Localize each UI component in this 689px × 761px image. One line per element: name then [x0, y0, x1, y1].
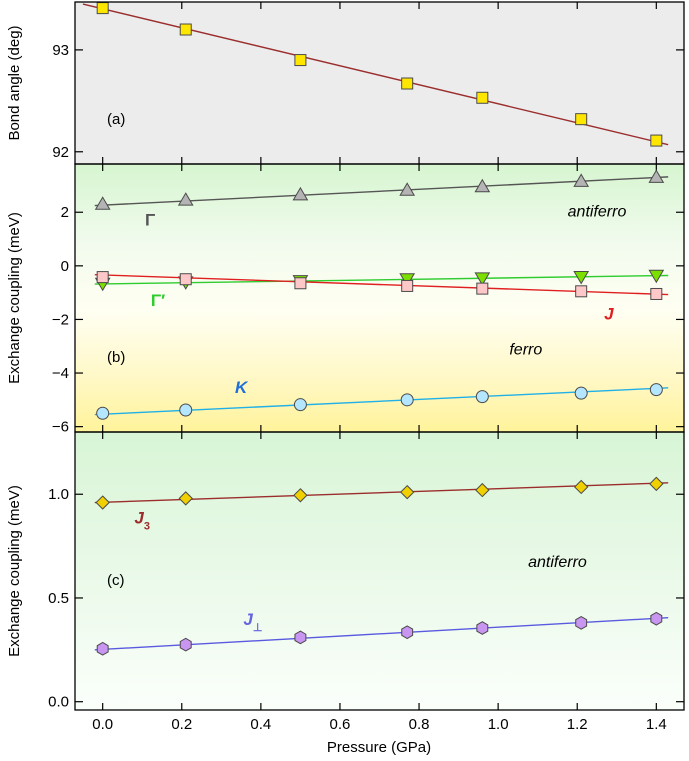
- annotation-b-1: ferro: [509, 341, 542, 358]
- data-point-c-j3: [95, 495, 110, 510]
- panel-c-label: (c): [107, 572, 125, 589]
- data-point-b-series: [573, 173, 590, 187]
- x-tick-label: 0.4: [250, 716, 271, 733]
- data-point-b-k: [400, 393, 414, 407]
- data-point-c-j: [476, 621, 489, 635]
- data-point-a-bondangle: [179, 23, 192, 36]
- annotation-c-0: antiferro: [528, 554, 587, 571]
- data-point-b-j: [476, 282, 489, 295]
- x-tick-label: 0.8: [409, 716, 430, 733]
- y-tick-label-c: 1.0: [48, 486, 69, 503]
- data-point-b-series: [648, 269, 665, 284]
- data-point-b-j: [650, 287, 663, 300]
- data-point-a-bondangle: [575, 113, 588, 126]
- x-tick-label: 1.0: [488, 716, 509, 733]
- panel-b-y-axis-label: Exchange coupling (meV): [6, 212, 23, 384]
- panel-c-background: [75, 432, 684, 710]
- data-point-b-j: [179, 273, 192, 286]
- x-tick-label: 1.4: [646, 716, 667, 733]
- x-tick-label: 0.0: [92, 716, 113, 733]
- data-point-b-k: [179, 403, 193, 417]
- annotation-b-0: antiferro: [568, 203, 627, 220]
- data-point-c-j: [575, 615, 588, 630]
- panel-c-y-axis-label: Exchange coupling (meV): [6, 485, 23, 657]
- data-point-c-j3: [293, 488, 308, 503]
- data-point-b-series: [474, 272, 491, 286]
- data-point-c-j3: [178, 491, 193, 506]
- data-point-b-j: [401, 279, 414, 292]
- data-point-c-j3: [475, 482, 490, 498]
- annotation-b-5: K: [235, 378, 249, 397]
- data-point-c-j: [294, 630, 307, 645]
- data-point-b-j: [575, 285, 588, 298]
- annotation-b-4: J: [604, 304, 614, 323]
- annotation-subscript: 3: [144, 520, 150, 532]
- data-point-a-bondangle: [401, 77, 414, 90]
- data-point-b-series: [648, 169, 665, 183]
- y-tick-label-c: 0.5: [48, 590, 69, 607]
- annotation-b-3: Γ′: [151, 291, 165, 310]
- data-point-b-series: [292, 186, 309, 201]
- y-tick-label-b: −6: [52, 419, 69, 436]
- panel-b-label: (b): [107, 349, 125, 366]
- annotation-subscript: ⊥: [253, 622, 263, 634]
- x-axis-label: Pressure (GPa): [327, 739, 431, 756]
- y-tick-label-b: 2: [61, 204, 69, 221]
- data-point-a-bondangle: [294, 54, 307, 67]
- panel-a-background: [75, 2, 684, 164]
- data-point-a-bondangle: [96, 2, 109, 15]
- x-tick-label: 1.2: [567, 716, 588, 733]
- x-tick-label: 0.2: [171, 716, 192, 733]
- y-tick-label-b: −4: [52, 365, 69, 382]
- y-tick-label-c: 0.0: [48, 694, 69, 711]
- y-tick-label-a: 93: [52, 42, 69, 59]
- panel-a-label: (a): [107, 111, 125, 128]
- x-axis: 0.0 0.2 0.4 0.6 0.8 1.0 1.2 1.4: [92, 716, 666, 733]
- data-point-c-j: [401, 625, 414, 640]
- data-point-a-bondangle: [650, 134, 663, 147]
- panel-b: −6 −4 −2 0 2 antiferro ferro Γ Γ′ J K: [52, 164, 684, 436]
- data-point-c-j3: [573, 479, 589, 495]
- x-tick-label: 0.6: [330, 716, 351, 733]
- data-point-c-j: [96, 641, 109, 656]
- data-point-b-series: [474, 178, 491, 193]
- data-point-c-j: [650, 611, 663, 626]
- data-point-c-j3: [399, 484, 415, 500]
- data-point-c-j3: [649, 476, 664, 492]
- annotation-b-2: Γ: [145, 211, 155, 230]
- data-point-a-bondangle: [476, 91, 489, 104]
- data-point-b-series: [399, 273, 416, 287]
- data-point-b-series: [399, 182, 416, 196]
- y-tick-label-b: −2: [52, 311, 69, 328]
- panel-a-y-axis-label: Bond angle (deg): [6, 25, 23, 140]
- panel-c-frame: [74, 431, 685, 711]
- data-point-b-series: [177, 192, 194, 206]
- data-point-c-j: [179, 637, 192, 652]
- data-point-b-k: [96, 406, 110, 420]
- data-point-b-series: [573, 271, 590, 285]
- data-point-b-j: [294, 277, 307, 290]
- data-point-b-series: [94, 196, 111, 210]
- data-point-b-j: [96, 271, 109, 284]
- data-point-b-k: [649, 383, 663, 397]
- y-tick-label-a: 92: [52, 144, 69, 161]
- panel-a: 92 93: [52, 2, 684, 164]
- data-point-b-k: [293, 398, 307, 412]
- data-point-b-k: [475, 390, 489, 404]
- data-point-b-k: [574, 386, 588, 400]
- y-tick-label-b: 0: [61, 258, 69, 275]
